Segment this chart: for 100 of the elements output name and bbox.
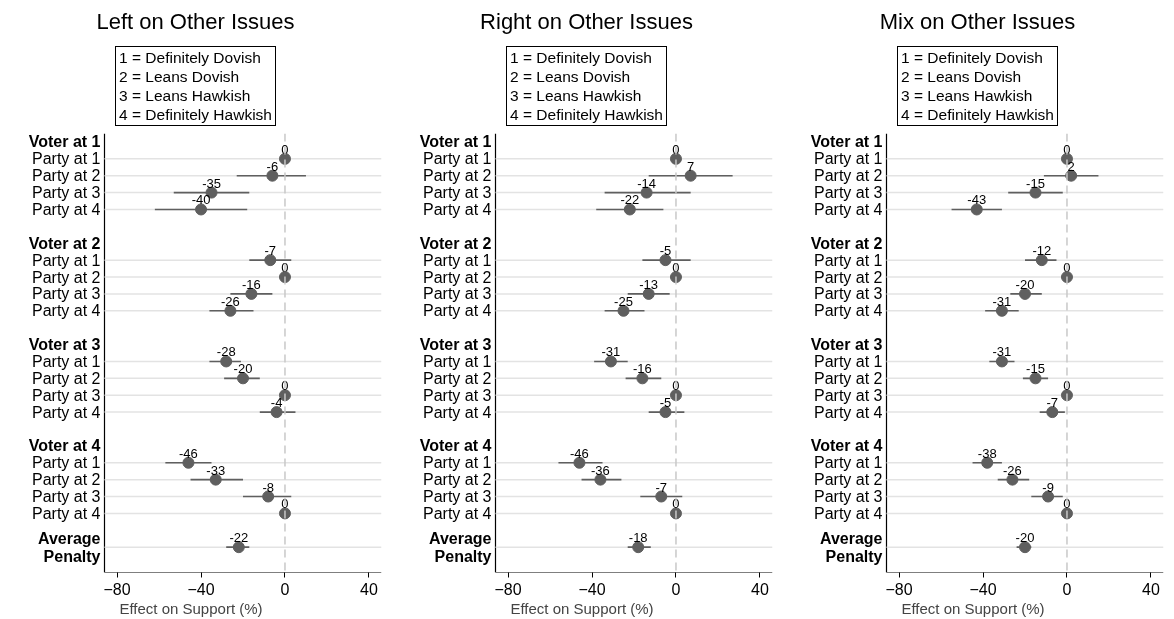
y-tick-label: Voter at 3 [28,336,101,354]
y-tick-label: Party at 2 [423,369,492,387]
y-tick-label: Party at 3 [32,285,101,303]
y-tick-label: Voter at 3 [810,336,883,354]
y-tick-label: Party at 3 [814,285,883,303]
data-label: -22 [229,530,249,546]
data-label: -12 [1032,243,1052,259]
y-tick-label: Party at 4 [32,302,101,320]
point [623,203,636,216]
y-tick-label: Party at 1 [32,251,101,269]
data-label: -20 [1015,276,1035,292]
text: 3 = Leans Hawkish [901,87,1033,104]
y-tick-label: Party at 2 [814,167,883,185]
x-tick-label: 0 [280,580,290,598]
data-label: 0 [281,496,289,512]
text: 3 = Leans Hawkish [119,87,251,104]
x-tick-label: −40 [187,580,215,598]
x-tick-label: −80 [494,580,522,598]
y-tick-label: Party at 4 [32,200,101,218]
point [632,541,645,554]
data-label: 0 [672,141,680,157]
data-label: -46 [179,445,198,461]
x-tick-label: 40 [751,580,769,598]
data-label: -36 [591,462,610,478]
chart-title: Mix on Other Issues [878,8,1077,36]
data-label: -43 [967,192,987,208]
y-tick-label: Party at 1 [32,352,101,370]
y-tick-label: Party at 4 [423,302,492,320]
y-tick-label: Party at 4 [814,504,883,522]
chart-title: Right on Other Issues [479,8,694,36]
point [684,169,697,182]
data-label: 0 [672,260,680,276]
data-label: 0 [672,378,680,394]
y-tick-label: Party at 2 [423,268,492,286]
x-tick-label: −80 [885,580,913,598]
data-label: -31 [992,293,1012,309]
y-tick-label: Party at 3 [423,184,492,202]
y-tick-label: Party at 1 [32,454,101,472]
text: 4 = Definitely Hawkish [119,106,272,123]
data-label: -8 [262,479,274,495]
point [659,254,672,267]
x-axis-title: Effect on Support (%) [119,599,263,617]
y-tick-label: Party at 3 [32,184,101,202]
y-tick-label: Party at 4 [423,403,492,421]
y-tick-label: Average Penalty [819,529,883,565]
data-label: -15 [1026,175,1045,191]
data-label: -15 [1026,361,1045,377]
x-tick-label: 40 [1142,580,1160,598]
data-label: -18 [628,530,648,546]
y-tick-label: Party at 2 [814,471,883,489]
point [636,372,649,385]
data-label: -4 [270,395,283,411]
text: 2 = Leans Dovish [119,68,240,85]
data-label: -46 [570,445,589,461]
point [1046,406,1059,419]
y-tick-label: Party at 3 [814,184,883,202]
data-label: -22 [620,192,640,208]
data-label: -40 [191,192,211,208]
text: 4 = Definitely Hawkish [510,106,663,123]
data-label: 0 [281,260,289,276]
y-tick-label: Party at 1 [814,150,883,168]
text: 4 = Definitely Hawkish [901,106,1054,123]
y-tick-label: Party at 2 [814,369,883,387]
y-tick-label: Party at 1 [423,352,492,370]
point [995,355,1008,368]
data-label: 0 [1063,141,1071,157]
data-label: -5 [659,243,672,259]
point [1029,372,1042,385]
x-tick-label: −40 [969,580,997,598]
y-tick-label: Party at 2 [423,167,492,185]
data-label: -35 [202,175,221,191]
y-tick-label: Party at 1 [814,251,883,269]
data-label: -26 [221,293,240,309]
y-tick-label: Party at 1 [423,454,492,472]
data-label: 0 [1063,260,1071,276]
y-tick-label: Party at 3 [32,488,101,506]
x-tick-label: 0 [671,580,681,598]
point [270,406,283,419]
y-tick-label: Party at 1 [32,150,101,168]
y-tick-label: Voter at 4 [419,437,492,455]
data-label: -9 [1042,479,1054,495]
data-label: 0 [281,378,289,394]
y-tick-label: Party at 3 [814,488,883,506]
data-label: -7 [655,479,668,495]
point [1035,254,1048,267]
point [264,254,277,267]
y-tick-label: Party at 2 [32,268,101,286]
text: 1 = Definitely Dovish [901,49,1043,66]
y-tick-label: Party at 1 [423,150,492,168]
point [195,203,208,216]
y-tick-label: Party at 1 [423,251,492,269]
y-tick-label: Party at 2 [814,268,883,286]
data-label: -28 [216,344,236,360]
y-tick-label: Voter at 3 [419,336,492,354]
data-label: -13 [639,276,659,292]
data-label: -14 [637,175,656,191]
x-tick-label: −40 [578,580,606,598]
point [659,406,672,419]
text: 1 = Definitely Dovish [119,49,261,66]
point [604,355,617,368]
